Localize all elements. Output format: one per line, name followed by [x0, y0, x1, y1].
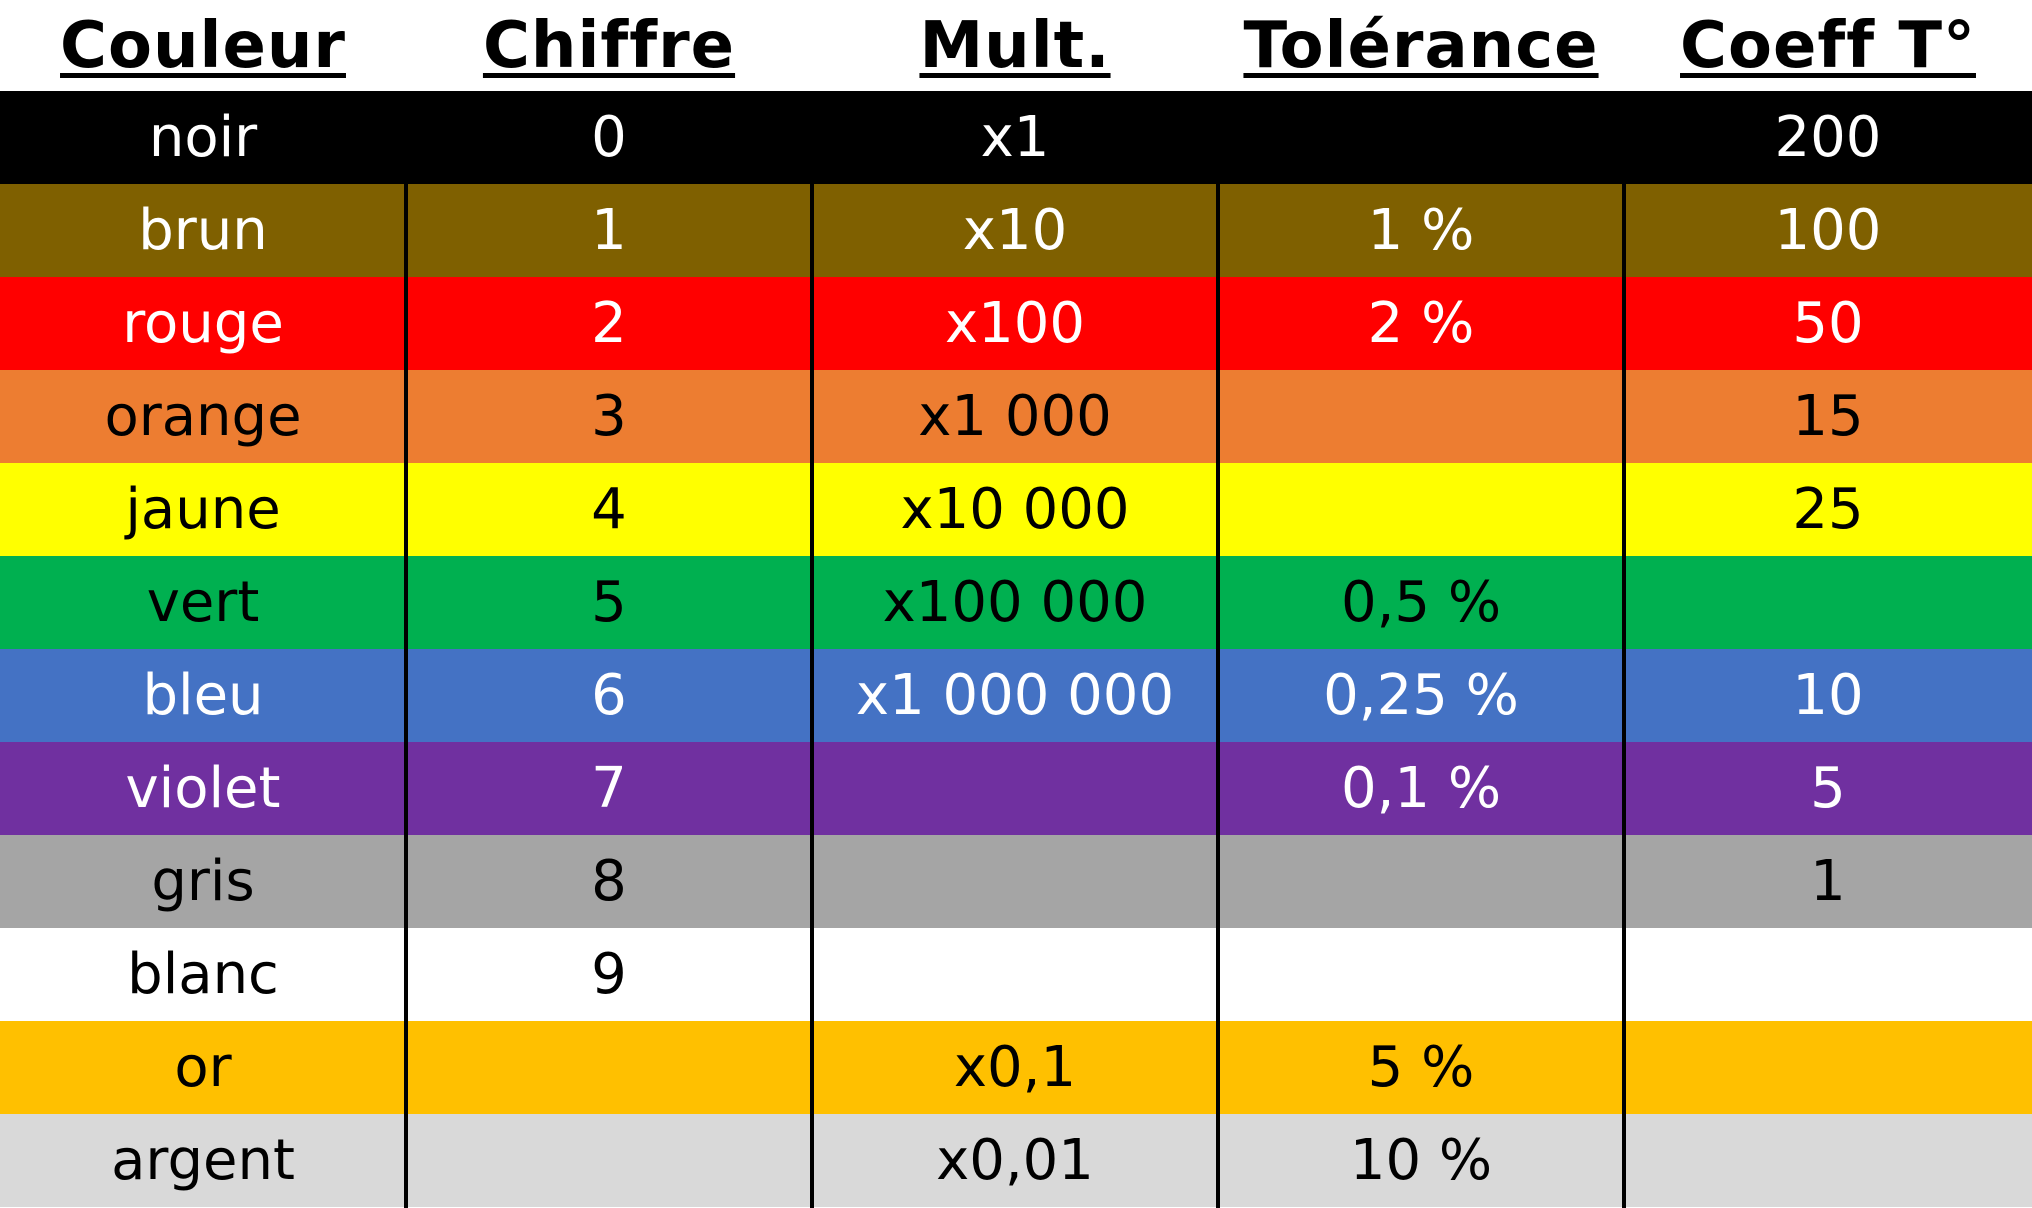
cell-tolerance: 0,1 %: [1340, 756, 1502, 821]
cell-digit: 8: [591, 849, 627, 914]
cell-color: jaune: [125, 477, 281, 542]
cell-color: orange: [104, 384, 302, 449]
cell-mult: [812, 835, 1218, 928]
header-coeff: Coeff T°: [1680, 8, 1976, 83]
table-row: rouge 2 x100 2 % 50: [0, 277, 2032, 370]
cell-color: rouge: [122, 291, 284, 356]
cell-tolerance: 2 %: [1367, 291, 1475, 356]
cell-coeff: 10: [1792, 663, 1864, 728]
table-row: argent x0,01 10 %: [0, 1114, 2032, 1207]
header-chiffre: Chiffre: [482, 8, 736, 83]
cell-tolerance: [1218, 928, 1624, 1021]
table-row: or x0,1 5 %: [0, 1021, 2032, 1114]
cell-color: argent: [111, 1128, 295, 1193]
cell-coeff: [1624, 928, 2032, 1021]
cell-mult: x0,01: [936, 1128, 1094, 1193]
cell-color: vert: [146, 570, 260, 635]
table-row: blanc 9: [0, 928, 2032, 1021]
cell-mult: x0,1: [953, 1035, 1077, 1100]
cell-digit: 2: [591, 291, 627, 356]
table-row: brun 1 x10 1 % 100: [0, 184, 2032, 277]
table-row: gris 8 1: [0, 835, 2032, 928]
table-row: vert 5 x100 000 0,5 %: [0, 556, 2032, 649]
cell-digit: [406, 1114, 812, 1207]
cell-mult: x100 000: [882, 570, 1148, 635]
cell-color: bleu: [142, 663, 264, 728]
header-mult: Mult.: [919, 8, 1111, 83]
cell-coeff: 25: [1792, 477, 1864, 542]
table-header: Couleur Chiffre Mult. Tolérance Coeff T°: [0, 0, 2032, 91]
cell-color: noir: [148, 105, 258, 170]
column-divider: [1216, 182, 1220, 1208]
cell-color: brun: [138, 198, 268, 263]
cell-digit: 5: [591, 570, 627, 635]
cell-tolerance: [1218, 835, 1624, 928]
cell-tolerance: 5 %: [1367, 1035, 1475, 1100]
cell-digit: 9: [591, 942, 627, 1007]
cell-color: or: [174, 1035, 232, 1100]
cell-mult: [812, 742, 1218, 835]
cell-digit: [406, 1021, 812, 1114]
column-divider: [404, 182, 408, 1208]
header-tolerance: Tolérance: [1243, 8, 1599, 83]
cell-digit: 3: [591, 384, 627, 449]
cell-mult: x100: [944, 291, 1086, 356]
cell-mult: x1 000: [918, 384, 1112, 449]
cell-coeff: 200: [1774, 105, 1882, 170]
cell-tolerance: 10 %: [1349, 1128, 1493, 1193]
cell-coeff: 1: [1810, 849, 1846, 914]
table-row: orange 3 x1 000 15: [0, 370, 2032, 463]
cell-color: blanc: [127, 942, 279, 1007]
table-row: bleu 6 x1 000 000 0,25 % 10: [0, 649, 2032, 742]
cell-coeff: [1624, 1021, 2032, 1114]
cell-mult: x1 000 000: [855, 663, 1175, 728]
cell-tolerance: [1218, 463, 1624, 556]
cell-mult: x1: [980, 105, 1050, 170]
cell-coeff: 5: [1810, 756, 1846, 821]
cell-coeff: [1624, 556, 2032, 649]
cell-digit: 0: [591, 105, 627, 170]
cell-digit: 6: [591, 663, 627, 728]
cell-tolerance: 1 %: [1367, 198, 1475, 263]
cell-coeff: 100: [1774, 198, 1882, 263]
cell-tolerance: 0,25 %: [1323, 663, 1519, 728]
cell-color: gris: [151, 849, 255, 914]
cell-mult: x10: [962, 198, 1068, 263]
cell-digit: 1: [591, 198, 627, 263]
column-divider: [1622, 182, 1626, 1208]
cell-tolerance: [1218, 370, 1624, 463]
cell-mult: x10 000: [900, 477, 1130, 542]
cell-mult: [812, 928, 1218, 1021]
table-row: jaune 4 x10 000 25: [0, 463, 2032, 556]
column-divider: [810, 182, 814, 1208]
cell-digit: 7: [591, 756, 627, 821]
cell-tolerance: [1218, 91, 1624, 184]
cell-coeff: 15: [1792, 384, 1864, 449]
cell-digit: 4: [591, 477, 627, 542]
cell-color: violet: [125, 756, 281, 821]
table-row: violet 7 0,1 % 5: [0, 742, 2032, 835]
cell-tolerance: 0,5 %: [1340, 570, 1502, 635]
cell-coeff: 50: [1792, 291, 1864, 356]
header-couleur: Couleur: [60, 8, 346, 83]
cell-coeff: [1624, 1114, 2032, 1207]
table-row: noir 0 x1 200: [0, 91, 2032, 184]
